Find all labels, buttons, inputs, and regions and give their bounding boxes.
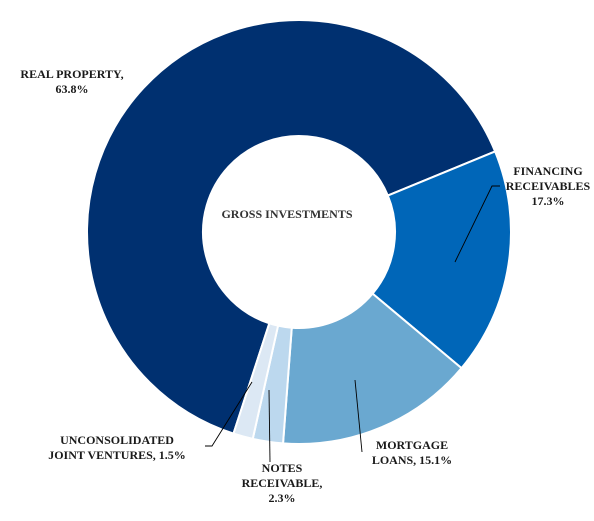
donut-slices xyxy=(86,19,512,445)
data-label-financing-receivables: FINANCING RECEIVABLES 17.3% xyxy=(506,164,591,208)
data-label-notes-receivable: NOTES RECEIVABLE, 2.3% xyxy=(242,461,323,505)
leader-line-mortgage-loans xyxy=(354,379,363,453)
data-label-unconsolidated-joint-ventures: UNCONSOLIDATED JOINT VENTURES, 1.5% xyxy=(48,433,186,462)
leader-line-notes-receivable xyxy=(268,389,271,463)
data-label-mortgage-loans: MORTGAGE LOANS, 15.1% xyxy=(372,438,452,467)
leader-line-unconsolidated-joint-ventures xyxy=(205,381,253,447)
center-label: GROSS INVESTMENTS xyxy=(221,207,352,221)
slice-mortgage-loans xyxy=(281,292,463,445)
data-label-real-property: REAL PROPERTY, 63.8% xyxy=(20,67,123,96)
leader-line-financing-receivables xyxy=(454,185,500,263)
slice-financing-receivables xyxy=(371,150,512,370)
slice-labels: REAL PROPERTY, 63.8% FINANCING RECEIVABLES 1… xyxy=(20,67,590,505)
slice-real-property xyxy=(86,19,497,435)
slice-unconsolidated-joint-ventures xyxy=(232,322,280,441)
label-leader-lines xyxy=(205,185,500,463)
